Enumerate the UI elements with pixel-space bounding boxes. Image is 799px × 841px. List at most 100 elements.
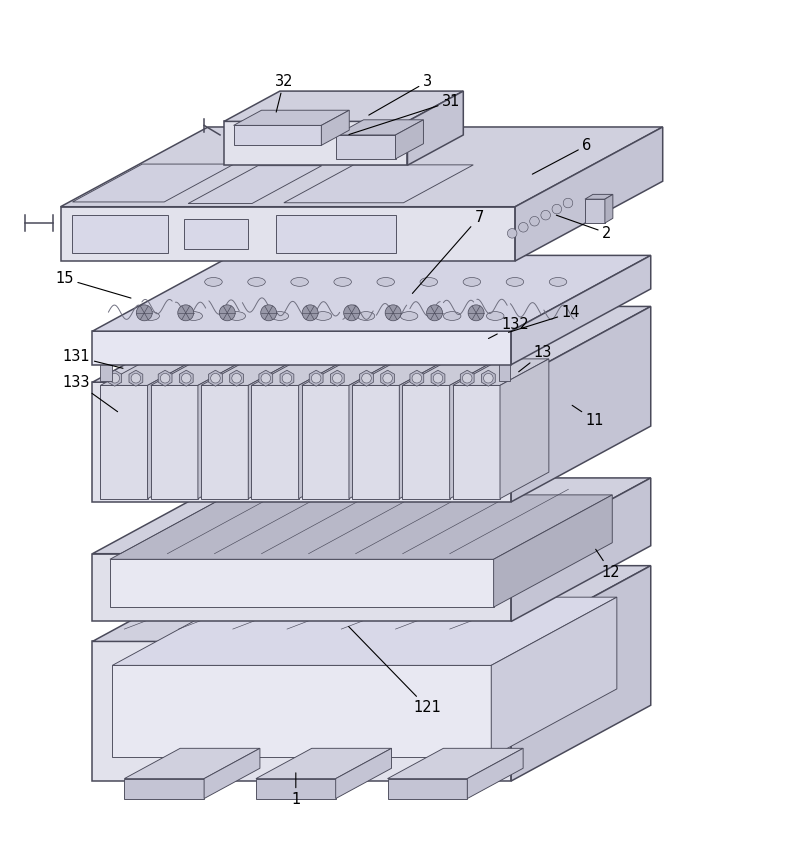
Polygon shape (110, 495, 612, 559)
Polygon shape (224, 121, 407, 166)
Circle shape (131, 373, 141, 383)
Polygon shape (148, 359, 197, 499)
Text: 132: 132 (488, 317, 529, 339)
Polygon shape (403, 359, 499, 385)
Ellipse shape (248, 278, 265, 286)
Polygon shape (388, 779, 467, 799)
Polygon shape (499, 346, 517, 349)
Polygon shape (252, 385, 299, 499)
Ellipse shape (271, 312, 288, 320)
Circle shape (362, 373, 372, 383)
Circle shape (177, 304, 193, 320)
Ellipse shape (487, 312, 504, 320)
Bar (101, 349, 112, 381)
Polygon shape (204, 748, 260, 799)
Polygon shape (93, 566, 650, 642)
Circle shape (541, 210, 551, 220)
Polygon shape (299, 359, 348, 499)
Circle shape (412, 373, 422, 383)
Ellipse shape (291, 278, 308, 286)
Text: 121: 121 (348, 627, 441, 715)
Circle shape (232, 373, 241, 383)
Ellipse shape (185, 312, 202, 320)
Polygon shape (61, 207, 515, 261)
Text: 3: 3 (369, 74, 432, 115)
Text: 131: 131 (62, 349, 123, 368)
Bar (73, 214, 169, 253)
Ellipse shape (357, 312, 375, 320)
Circle shape (507, 229, 517, 238)
Circle shape (302, 304, 318, 320)
Polygon shape (511, 566, 650, 781)
Circle shape (181, 373, 191, 383)
Polygon shape (93, 642, 511, 781)
Circle shape (383, 373, 392, 383)
Polygon shape (511, 256, 650, 365)
Text: 31: 31 (349, 94, 460, 135)
Polygon shape (500, 359, 549, 499)
Polygon shape (256, 779, 336, 799)
Text: 133: 133 (62, 375, 117, 412)
Polygon shape (453, 385, 500, 499)
Polygon shape (491, 597, 617, 757)
Circle shape (137, 304, 153, 320)
Polygon shape (585, 194, 613, 199)
Ellipse shape (205, 278, 222, 286)
Circle shape (211, 373, 221, 383)
Circle shape (433, 373, 443, 383)
Ellipse shape (142, 312, 160, 320)
Ellipse shape (400, 312, 418, 320)
Ellipse shape (507, 278, 523, 286)
Polygon shape (511, 478, 650, 621)
Circle shape (332, 373, 342, 383)
Polygon shape (93, 306, 650, 382)
Text: 12: 12 (596, 549, 620, 579)
Circle shape (312, 373, 321, 383)
Ellipse shape (420, 278, 438, 286)
Polygon shape (101, 359, 197, 385)
Polygon shape (101, 385, 148, 499)
Polygon shape (336, 748, 392, 799)
Polygon shape (151, 385, 198, 499)
Text: 13: 13 (519, 345, 552, 372)
Polygon shape (321, 110, 349, 145)
Polygon shape (605, 194, 613, 223)
Polygon shape (113, 597, 617, 665)
Ellipse shape (228, 312, 245, 320)
Text: 6: 6 (532, 138, 591, 174)
Polygon shape (93, 331, 511, 365)
Polygon shape (93, 553, 511, 621)
Circle shape (563, 198, 573, 208)
Polygon shape (73, 164, 234, 202)
Polygon shape (125, 748, 260, 779)
Text: 2: 2 (556, 215, 611, 241)
Circle shape (344, 304, 360, 320)
Text: 11: 11 (572, 405, 604, 428)
Polygon shape (467, 748, 523, 799)
Polygon shape (453, 359, 549, 385)
Polygon shape (113, 665, 491, 757)
Circle shape (282, 373, 292, 383)
Circle shape (519, 223, 528, 232)
Polygon shape (110, 559, 494, 607)
Ellipse shape (377, 278, 395, 286)
Polygon shape (388, 748, 523, 779)
Polygon shape (302, 385, 349, 499)
Ellipse shape (443, 312, 461, 320)
Circle shape (385, 304, 401, 320)
Polygon shape (101, 346, 118, 349)
Polygon shape (125, 779, 204, 799)
Polygon shape (201, 385, 248, 499)
Polygon shape (252, 359, 348, 385)
Polygon shape (93, 382, 511, 502)
Polygon shape (352, 385, 400, 499)
Bar (276, 214, 396, 253)
Polygon shape (396, 119, 423, 159)
Polygon shape (407, 91, 463, 166)
Text: 15: 15 (55, 271, 131, 298)
Text: 14: 14 (508, 305, 580, 332)
Polygon shape (151, 359, 247, 385)
Circle shape (468, 304, 484, 320)
Polygon shape (400, 359, 448, 499)
Polygon shape (284, 165, 473, 203)
